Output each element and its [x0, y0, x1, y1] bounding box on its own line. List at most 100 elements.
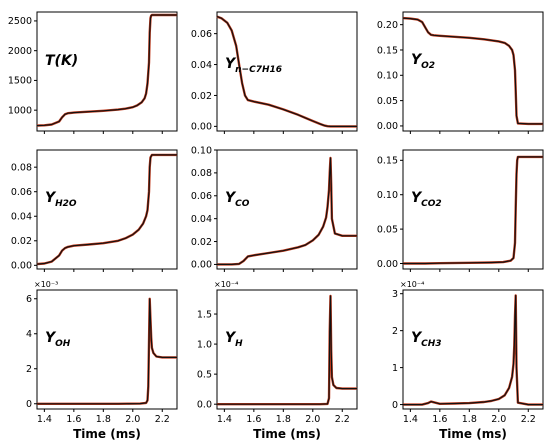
y-multiplier: ×10⁻⁴: [214, 280, 238, 289]
panel-OH: 0 2 4 6 1.4 1.6 1.8 2.0 2.2 Time (ms) ×10⁻³ YOH: [26, 280, 178, 441]
plot-frame: [36, 149, 178, 270]
panel-label-sub: CH3: [421, 339, 441, 349]
y-tick-label: 0.04: [191, 60, 212, 71]
y-tick-label: 0.5: [197, 369, 212, 380]
x-tick-label: 2.0: [305, 414, 320, 425]
series-line: [36, 14, 177, 127]
panel-label-sub: H: [235, 339, 243, 349]
panel-label: T(K): [45, 53, 78, 69]
series-line-underlay: [217, 156, 357, 266]
panel-label: YOH: [45, 330, 71, 349]
y-tick-label: 0.00: [377, 121, 398, 132]
x-tick-label: 1.6: [66, 414, 81, 425]
y-tick-label: 0.05: [377, 224, 398, 235]
x-tick-label: 1.6: [246, 414, 261, 425]
panel-CO: 0.00 0.02 0.04 0.06 0.08 0.10 YCO: [191, 145, 358, 272]
y-tick-label: 0.08: [11, 162, 32, 173]
x-tick-label: 1.4: [217, 414, 232, 425]
panel-label-sub: OH: [55, 339, 71, 349]
x-tick-label: 1.4: [37, 414, 52, 425]
panel-label: Yn−C7H16: [225, 56, 282, 75]
x-tick-label: 2.0: [491, 414, 506, 425]
plot-frame: [402, 289, 544, 410]
series-line: [402, 17, 543, 125]
plot-frame: [36, 11, 178, 132]
y-tick-label: 2: [26, 364, 32, 375]
panel-label: YCO2: [411, 190, 442, 209]
series-line: [216, 16, 357, 128]
panel-label-sub: CO2: [421, 199, 442, 209]
x-tick-label: 2.2: [155, 414, 170, 425]
plot-frame: [216, 149, 358, 270]
series-line: [217, 157, 357, 265]
panel-label-main: Y: [411, 190, 423, 206]
x-axis-label: Time (ms): [253, 427, 321, 441]
panel-CO2: 0.00 0.05 0.10 0.15 YCO2: [377, 149, 544, 272]
plot-frame: [36, 289, 178, 410]
panel-CH3: 0 1 2 3 1.4 1.6 1.8 2.0 2.2 Time (ms) ×10⁻⁴ YCH3: [392, 280, 544, 441]
x-tick-label: 1.8: [462, 414, 477, 425]
panel-label-main: Y: [225, 190, 237, 206]
panel-H2O: 0.00 0.02 0.04 0.06 0.08 YH2O: [11, 149, 178, 272]
x-tick-label: 1.8: [96, 414, 111, 425]
series-line: [37, 298, 177, 405]
panel-label-main: Y: [45, 330, 57, 346]
plot-frame: [216, 289, 358, 410]
panel-label-main: Y: [411, 52, 423, 68]
y-tick-label: 1000: [8, 105, 32, 116]
y-multiplier: ×10⁻⁴: [400, 280, 424, 289]
y-tick-label: 2500: [8, 16, 32, 27]
panel-label-main: T(K): [45, 53, 78, 69]
y-tick-label: 1.0: [197, 339, 212, 350]
panel-label-main: Y: [45, 190, 57, 206]
series-line-underlay: [36, 153, 177, 266]
panel-T: 1000 1500 2000 2500 T(K): [8, 11, 178, 134]
series-line-underlay: [403, 294, 543, 406]
y-tick-label: 4: [26, 329, 32, 340]
panel-H: 0.0 0.5 1.0 1.5 1.4 1.6 1.8 2.0 2.2 Time (ms) ×10⁻…: [197, 280, 358, 441]
y-tick-label: 0.15: [377, 45, 398, 56]
y-tick-label: 0: [392, 400, 398, 411]
series-line-underlay: [36, 13, 177, 127]
panel-nC7H16: 0.00 0.02 0.04 0.06 Yn−C7H16: [191, 11, 358, 134]
y-tick-label: 0.08: [191, 168, 212, 179]
x-tick-label: 1.6: [432, 414, 447, 425]
series-line: [403, 156, 543, 265]
panel-label-sub: O2: [421, 61, 435, 71]
panel-O2: 0.00 0.05 0.10 0.15 0.20 YO2: [377, 11, 544, 134]
x-tick-label: 1.8: [276, 414, 291, 425]
series-line: [217, 295, 357, 405]
y-tick-label: 1500: [8, 76, 32, 87]
y-tick-label: 0.06: [191, 29, 212, 40]
y-tick-label: 0.02: [191, 237, 212, 248]
x-tick-label: 2.0: [125, 414, 140, 425]
y-tick-label: 0.10: [377, 190, 398, 201]
y-tick-label: 0.15: [377, 156, 398, 167]
panel-label-sub: CO: [235, 199, 250, 209]
y-tick-label: 0.00: [191, 260, 212, 271]
x-tick-label: 2.2: [521, 414, 536, 425]
y-tick-label: 0.06: [11, 187, 32, 198]
y-tick-label: 1.5: [197, 309, 212, 320]
y-tick-label: 1: [392, 363, 398, 374]
y-tick-label: 0.04: [191, 214, 212, 225]
plot-frame: [402, 11, 544, 132]
y-tick-label: 0.04: [11, 212, 32, 223]
y-tick-label: 2000: [8, 46, 32, 57]
panel-label: YCO: [225, 190, 250, 209]
y-tick-label: 0.10: [191, 145, 212, 156]
y-tick-label: 0.20: [377, 20, 398, 31]
y-tick-label: 6: [26, 294, 32, 305]
x-axis-label: Time (ms): [73, 427, 141, 441]
y-tick-label: 0.00: [11, 261, 32, 272]
y-tick-label: 0.00: [377, 259, 398, 270]
y-tick-label: 0.02: [191, 91, 212, 102]
y-tick-label: 0: [26, 399, 32, 410]
x-tick-label: 2.2: [335, 414, 350, 425]
x-axis-label: Time (ms): [439, 427, 507, 441]
panel-label: YO2: [411, 52, 435, 71]
series-line: [403, 294, 543, 406]
y-tick-label: 3: [392, 289, 398, 300]
y-multiplier: ×10⁻³: [34, 280, 58, 289]
